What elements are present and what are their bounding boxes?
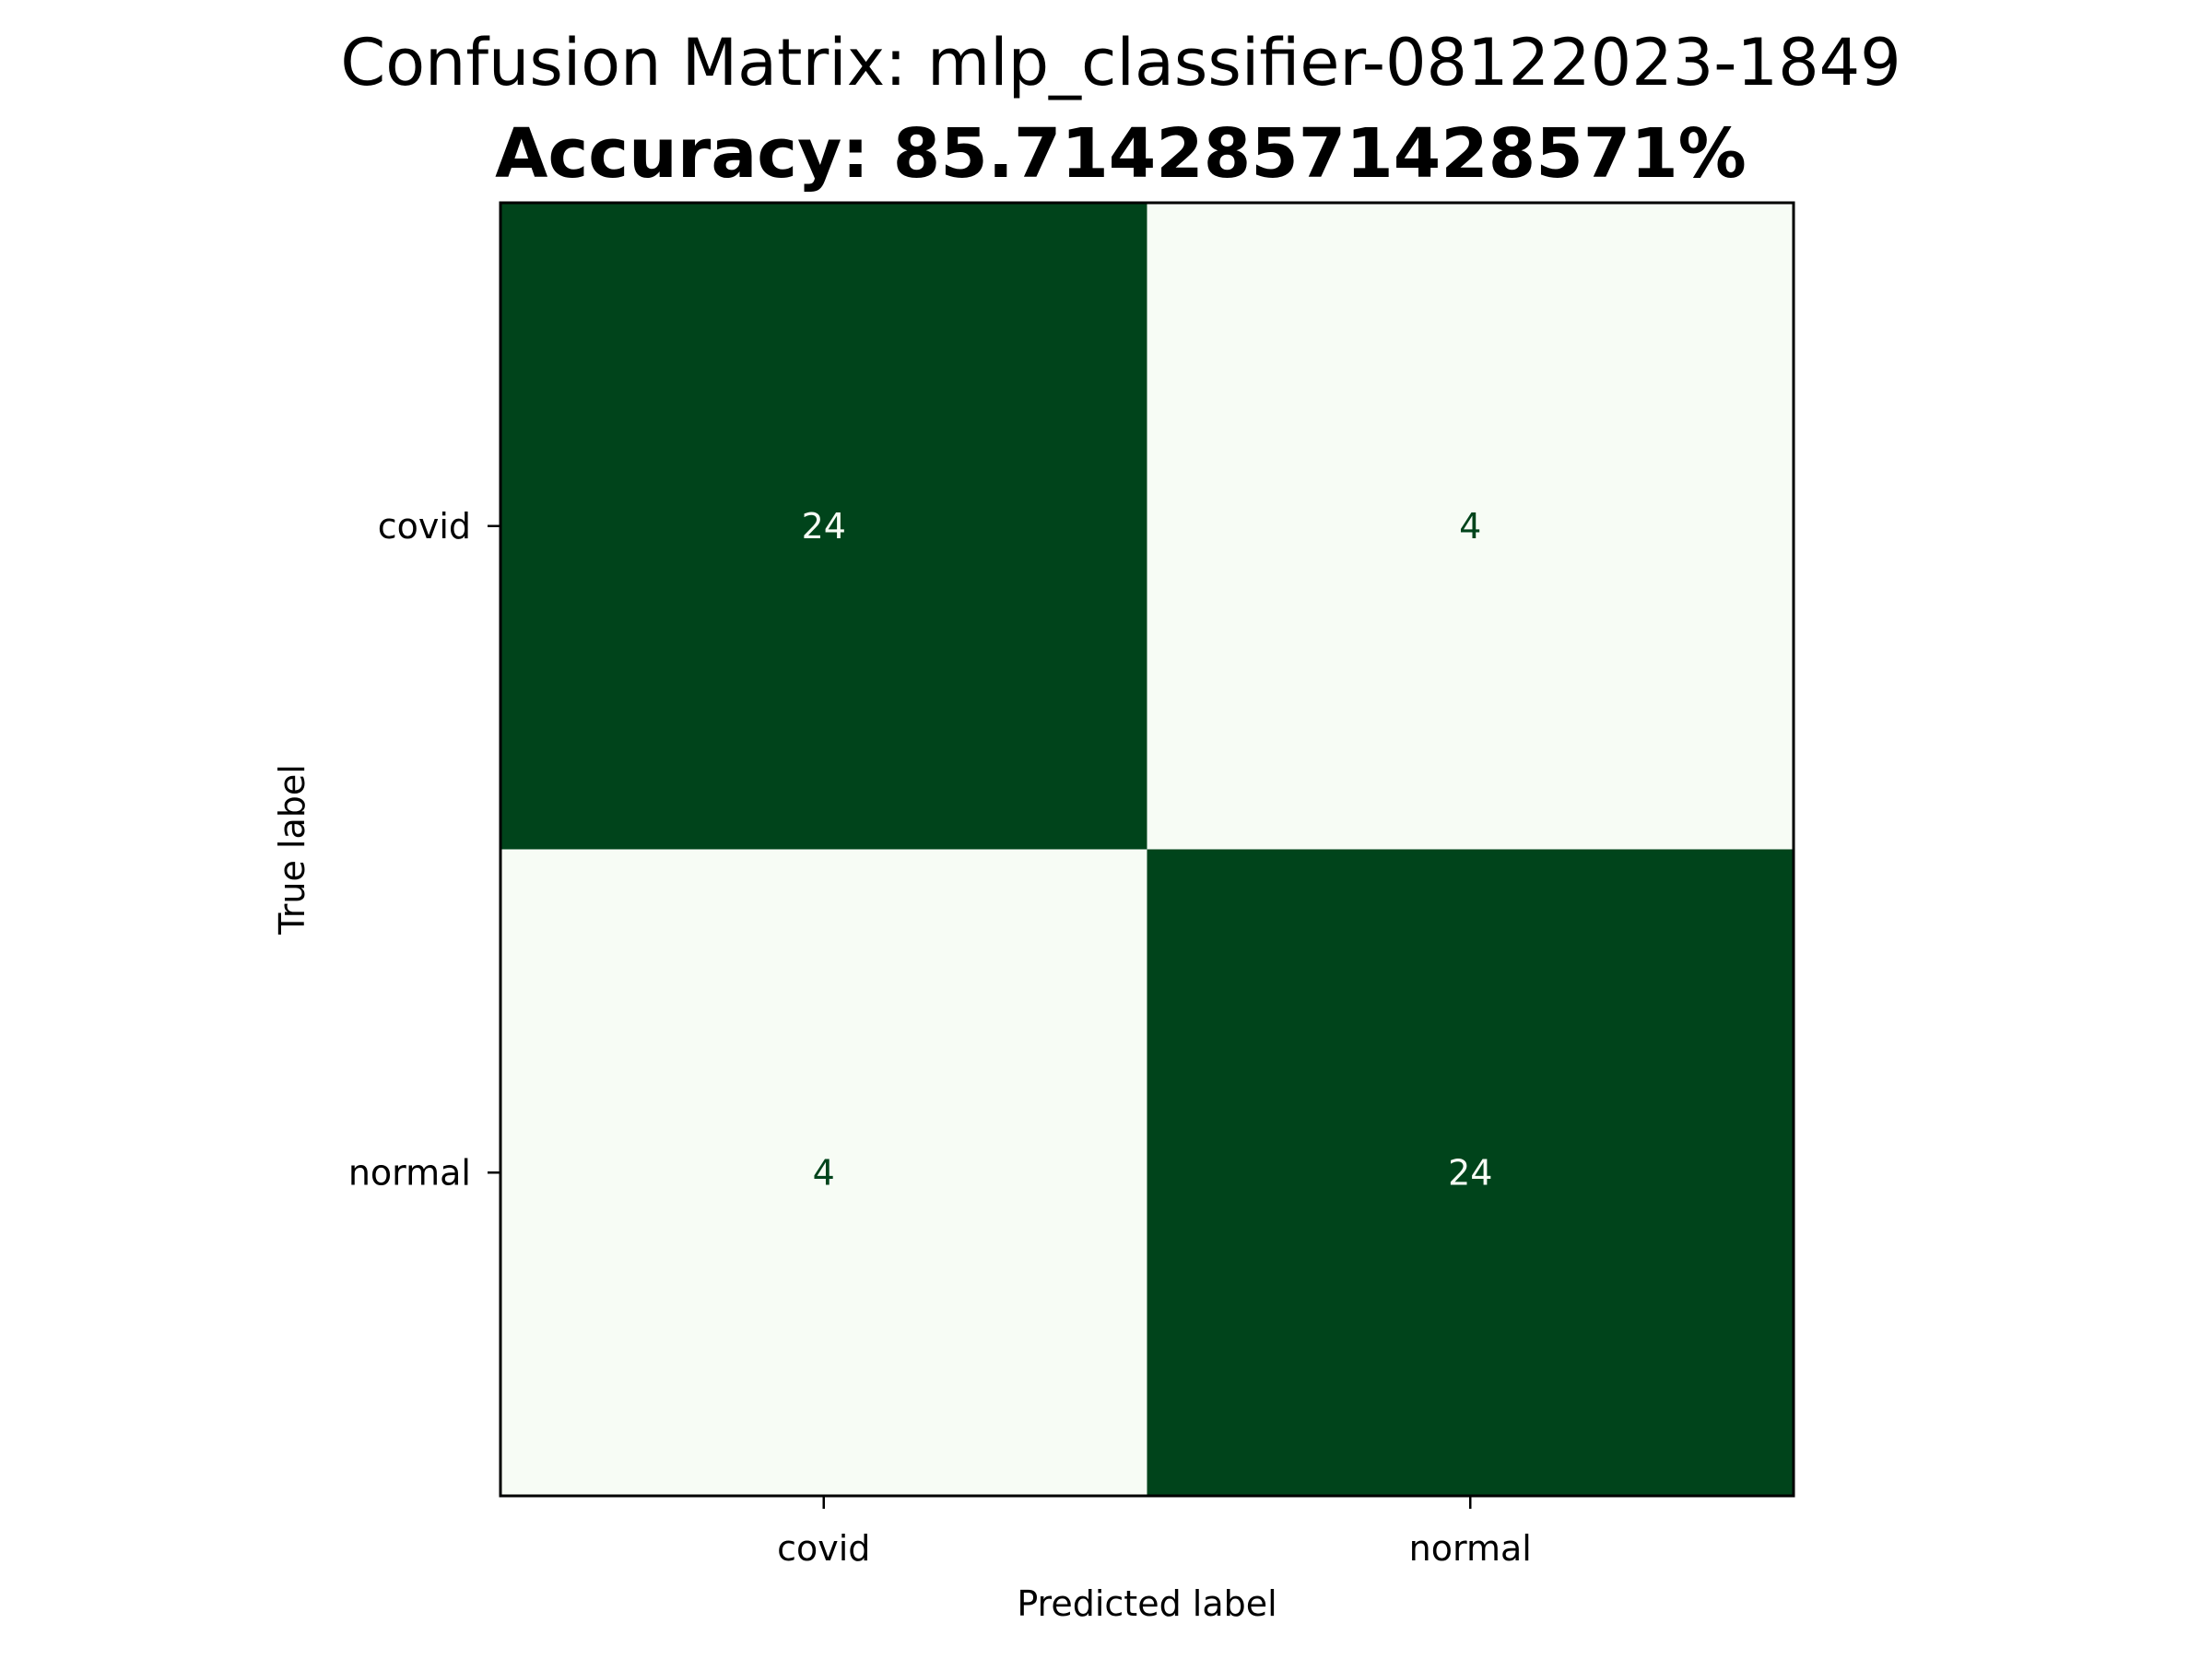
x-axis-ticks: covid normal (777, 1496, 1532, 1569)
y-tick-label-normal: normal (348, 1152, 471, 1193)
cell-value-normal-normal: 24 (1448, 1152, 1492, 1193)
matrix-cells (500, 203, 1794, 1497)
x-tick-label-covid: covid (777, 1528, 870, 1569)
matrix-cell-covid-normal (1147, 203, 1794, 850)
y-axis-ticks: covid normal (348, 506, 500, 1193)
x-tick-label-normal: normal (1409, 1528, 1532, 1569)
matrix-cell-labels: 24 4 4 24 (802, 506, 1493, 1194)
cell-value-normal-covid: 4 (813, 1152, 835, 1193)
chart-subtitle: Accuracy: 85.71428571428571% (495, 114, 1747, 194)
cell-value-covid-covid: 24 (802, 506, 846, 547)
x-axis-label: Predicted label (1017, 1583, 1277, 1624)
y-tick-label-covid: covid (378, 506, 471, 547)
y-axis-label: True label (272, 764, 312, 935)
matrix-cell-normal-normal (1147, 849, 1794, 1497)
chart-title: Confusion Matrix: mlp_classifier-0812202… (340, 25, 1900, 100)
plot-frame (499, 201, 1795, 1498)
cell-value-covid-normal: 4 (1459, 506, 1481, 547)
matrix-cell-covid-covid (500, 203, 1147, 850)
matrix-cell-normal-covid (500, 849, 1147, 1497)
